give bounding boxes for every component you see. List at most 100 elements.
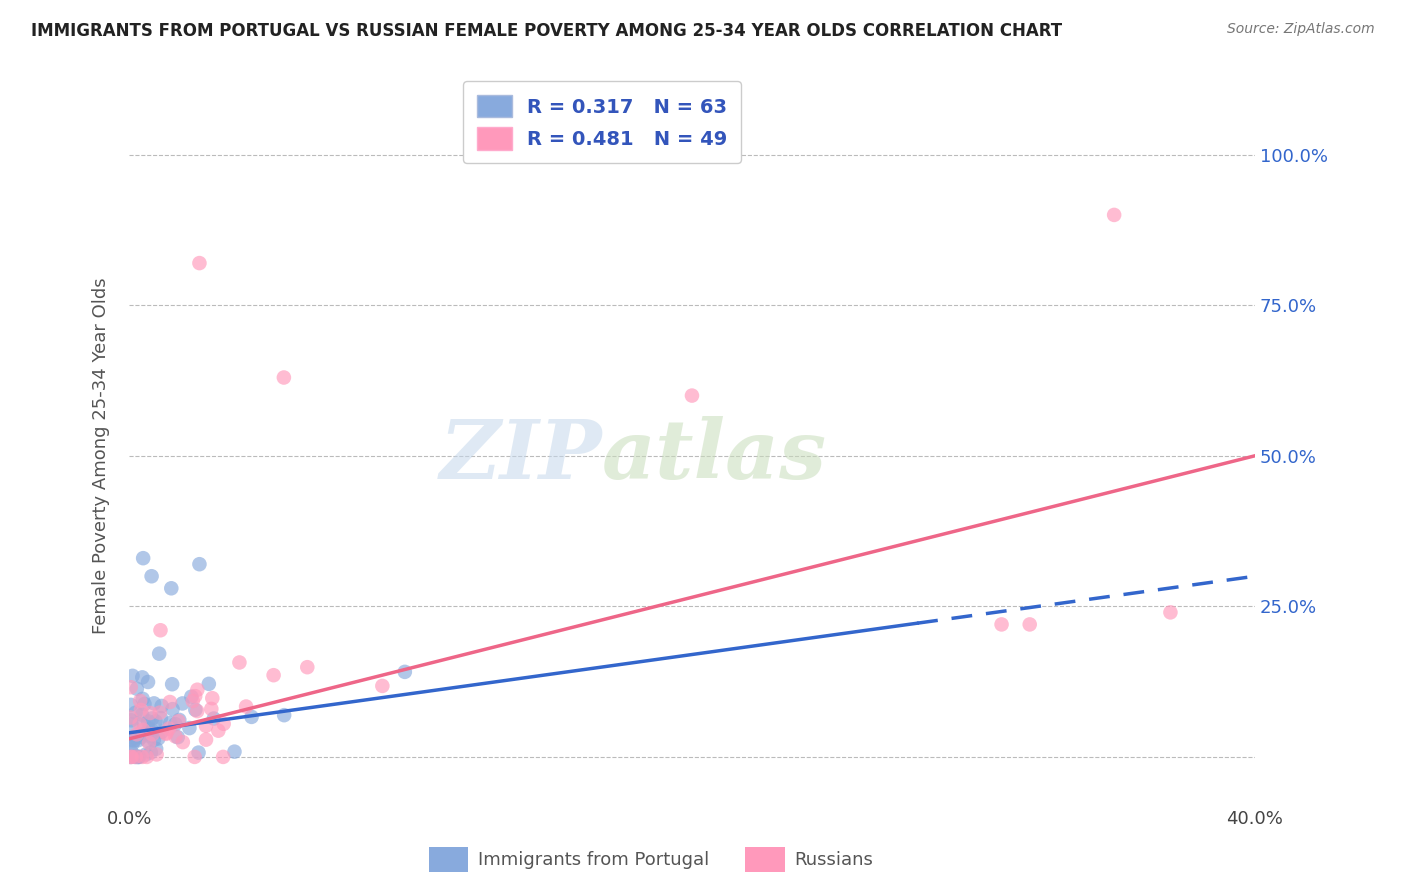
Point xyxy=(138,723,160,737)
Point xyxy=(198,677,221,691)
Point xyxy=(183,750,205,764)
Point xyxy=(125,750,148,764)
Point xyxy=(394,665,416,679)
Text: Source: ZipAtlas.com: Source: ZipAtlas.com xyxy=(1227,22,1375,37)
Point xyxy=(136,733,159,747)
Text: Russians: Russians xyxy=(794,851,873,869)
Point xyxy=(136,714,159,729)
Point xyxy=(240,710,263,724)
Point xyxy=(141,569,163,583)
Point xyxy=(136,675,159,690)
Point xyxy=(1102,208,1125,222)
Point xyxy=(165,730,187,744)
Point xyxy=(145,742,167,756)
Point xyxy=(179,721,201,735)
Point xyxy=(120,680,142,694)
Point xyxy=(139,722,162,736)
Point xyxy=(125,681,148,696)
Point xyxy=(297,660,319,674)
Point xyxy=(212,716,235,731)
Point xyxy=(200,702,222,716)
Point xyxy=(134,697,156,711)
Point xyxy=(172,697,194,711)
Point xyxy=(235,699,257,714)
Point xyxy=(135,750,157,764)
Point xyxy=(167,714,190,728)
Point xyxy=(273,370,295,384)
Point xyxy=(145,747,167,762)
Point xyxy=(180,690,202,704)
Point xyxy=(159,695,181,709)
Point xyxy=(159,716,181,731)
Point xyxy=(187,746,209,760)
Point xyxy=(149,706,172,720)
Point xyxy=(121,717,143,731)
Text: atlas: atlas xyxy=(602,416,827,496)
Text: IMMIGRANTS FROM PORTUGAL VS RUSSIAN FEMALE POVERTY AMONG 25-34 YEAR OLDS CORRELA: IMMIGRANTS FROM PORTUGAL VS RUSSIAN FEMA… xyxy=(31,22,1062,40)
Point xyxy=(184,703,207,717)
Point xyxy=(132,551,155,566)
Point xyxy=(186,682,208,697)
Point xyxy=(155,727,177,741)
Point xyxy=(1159,606,1181,620)
Legend: R = 0.317   N = 63, R = 0.481   N = 49: R = 0.317 N = 63, R = 0.481 N = 49 xyxy=(463,81,741,163)
Text: ZIP: ZIP xyxy=(439,416,602,496)
Point xyxy=(129,703,152,717)
Point xyxy=(207,723,229,738)
Point xyxy=(129,730,152,744)
Point xyxy=(186,704,208,718)
Point xyxy=(127,733,149,747)
Point xyxy=(371,679,394,693)
Point xyxy=(122,731,145,746)
Point xyxy=(188,256,211,270)
Point xyxy=(124,750,146,764)
Point xyxy=(141,711,163,725)
Point xyxy=(150,698,173,713)
Point xyxy=(143,697,166,711)
Point xyxy=(263,668,285,682)
Point xyxy=(121,669,143,683)
Point xyxy=(155,726,177,740)
Point xyxy=(131,750,153,764)
Point xyxy=(128,750,150,764)
Point xyxy=(125,727,148,741)
Point xyxy=(148,647,170,661)
Point xyxy=(128,716,150,731)
Point xyxy=(131,707,153,722)
Point xyxy=(160,677,183,691)
Point xyxy=(120,710,142,724)
Point xyxy=(121,737,143,751)
Point xyxy=(188,558,211,572)
Point xyxy=(224,745,246,759)
Point xyxy=(141,727,163,741)
Point xyxy=(165,717,187,731)
Point xyxy=(149,711,172,725)
Point xyxy=(681,388,703,402)
Point xyxy=(160,582,183,596)
Point xyxy=(134,727,156,741)
Point xyxy=(148,731,170,746)
Point xyxy=(184,689,207,703)
Point xyxy=(129,694,152,708)
Point xyxy=(212,750,235,764)
Point xyxy=(273,708,295,723)
Point xyxy=(135,747,157,762)
Point xyxy=(122,733,145,747)
Point xyxy=(172,735,194,749)
Point xyxy=(138,736,160,750)
Point xyxy=(131,670,153,684)
Point xyxy=(1018,617,1040,632)
Point xyxy=(142,732,165,747)
Point xyxy=(132,717,155,731)
Point xyxy=(120,745,142,759)
Point xyxy=(139,706,162,720)
Point xyxy=(120,750,142,764)
Point xyxy=(181,694,204,708)
Point xyxy=(149,624,172,638)
Point xyxy=(202,712,225,726)
Point xyxy=(169,713,191,727)
Point xyxy=(139,746,162,760)
Point xyxy=(195,719,218,733)
Point xyxy=(150,724,173,739)
Point xyxy=(120,714,142,728)
